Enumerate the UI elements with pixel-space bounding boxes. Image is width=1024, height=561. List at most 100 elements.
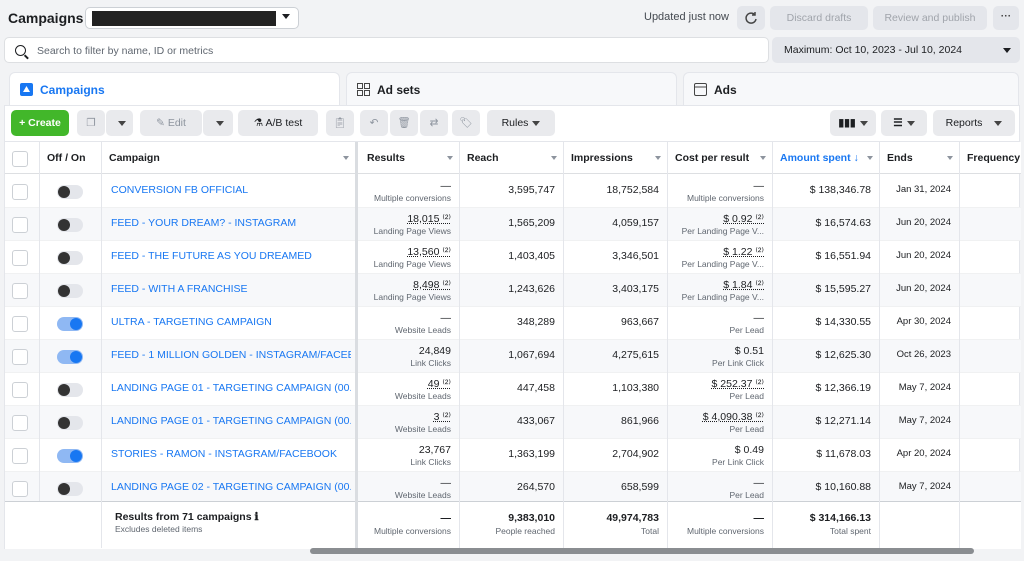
amount-spent-cell: $ 12,366.19 <box>772 373 879 406</box>
table-row[interactable]: LANDING PAGE 01 - TARGETING CAMPAIGN (00… <box>5 406 1021 439</box>
status-toggle[interactable] <box>57 416 83 430</box>
campaign-name-link[interactable]: FEED - YOUR DREAM? - INSTAGRAM <box>111 217 297 229</box>
status-toggle[interactable] <box>57 185 83 199</box>
col-header-impressions[interactable]: Impressions <box>563 142 667 174</box>
status-toggle[interactable] <box>57 350 83 364</box>
select-all-checkbox[interactable] <box>12 151 28 167</box>
delete-button[interactable]: 🗑︎ <box>390 110 418 136</box>
row-checkbox[interactable] <box>12 415 28 431</box>
search-input[interactable]: Search to filter by name, ID or metrics <box>4 37 769 63</box>
col-header-amount-spent[interactable]: Amount spent ↓ <box>772 142 879 174</box>
reports-label: Reports <box>945 117 983 129</box>
col-header-offon[interactable]: Off / On <box>47 152 86 164</box>
table-row[interactable]: LANDING PAGE 02 - TARGETING CAMPAIGN (00… <box>5 472 1021 505</box>
cpr-type: Per Link Click <box>712 358 764 368</box>
create-button[interactable]: + Create <box>11 110 69 136</box>
cpr-value: — <box>753 477 765 489</box>
tag-icon: 🏷︎ <box>459 117 473 129</box>
columns-button[interactable]: ▮▮▮ <box>830 110 876 136</box>
amount-spent-cell: $ 138,346.78 <box>772 175 879 208</box>
table-row[interactable]: STORIES - RAMON - INSTAGRAM/FACEBOOK 23,7… <box>5 439 1021 472</box>
col-header-results[interactable]: Results <box>359 142 459 174</box>
row-checkbox[interactable] <box>12 316 28 332</box>
duplicate-button[interactable]: ❐ <box>77 110 105 136</box>
more-options-button[interactable]: ··· <box>993 6 1019 30</box>
reach-cell: 1,067,694 <box>459 340 563 373</box>
tab-ads[interactable]: Ads <box>683 72 1019 106</box>
edit-button[interactable]: ✎ Edit <box>140 110 202 136</box>
ab-test-button[interactable]: ⚗ A/B test <box>238 110 318 136</box>
ends-value: Jun 20, 2024 <box>896 283 951 294</box>
col-header-campaign[interactable]: Campaign <box>101 142 355 174</box>
row-checkbox[interactable] <box>12 349 28 365</box>
breakdown-button[interactable]: ☰ <box>881 110 927 136</box>
undo-button[interactable]: ↶ <box>360 110 388 136</box>
results-type: Website Leads <box>394 325 451 335</box>
table-row[interactable]: FEED - WITH A FRANCHISE 8,498 ⁽²⁾ Landing … <box>5 274 1021 307</box>
footer-value: — <box>440 512 452 524</box>
refresh-button[interactable] <box>737 6 765 30</box>
discard-drafts-button[interactable]: Discard drafts <box>770 6 868 30</box>
col-header-cost-per-result[interactable]: Cost per result <box>667 142 772 174</box>
row-checkbox[interactable] <box>12 217 28 233</box>
amount-spent-cell: $ 16,551.94 <box>772 241 879 274</box>
preview-button[interactable]: ⇄ <box>420 110 448 136</box>
campaign-name-link[interactable]: FEED - 1 MILLION GOLDEN - INSTAGRAM/FACE… <box>111 349 351 361</box>
campaign-name-link[interactable]: LANDING PAGE 01 - TARGETING CAMPAIGN (00… <box>111 382 351 394</box>
results-type: Link Clicks <box>410 457 451 467</box>
duplicate-menu-button[interactable] <box>106 110 133 136</box>
table-row[interactable]: FEED - THE FUTURE AS YOU DREAMED 13,560 ⁽… <box>5 241 1021 274</box>
account-selector[interactable] <box>85 7 299 29</box>
table-row[interactable]: FEED - 1 MILLION GOLDEN - INSTAGRAM/FACE… <box>5 340 1021 373</box>
col-label: Reach <box>467 152 499 164</box>
col-header-frequency[interactable]: Frequency <box>967 152 1021 164</box>
row-checkbox[interactable] <box>12 184 28 200</box>
table-row[interactable]: CONVERSION FB OFFICIAL — Multiple conversi… <box>5 175 1021 208</box>
tab-ad-sets[interactable]: Ad sets <box>346 72 677 106</box>
col-header-ends[interactable]: Ends <box>879 142 959 174</box>
tab-campaigns[interactable]: Campaigns <box>9 72 340 106</box>
chevron-down-icon <box>117 120 126 126</box>
amount-spent-cell: $ 11,678.03 <box>772 439 879 472</box>
clipboard-button[interactable]: 📋︎ <box>326 110 354 136</box>
tag-button[interactable]: 🏷︎ <box>452 110 480 136</box>
cpr-value: $ 1.84 ⁽²⁾ <box>723 279 764 291</box>
reports-button[interactable]: Reports <box>933 110 1015 136</box>
cpr-type: Per Landing Page V... <box>681 259 764 269</box>
horizontal-scrollbar[interactable] <box>310 548 974 554</box>
table-row[interactable]: ULTRA - TARGETING CAMPAIGN — Website Leads… <box>5 307 1021 340</box>
row-checkbox[interactable] <box>12 448 28 464</box>
campaign-name-link[interactable]: FEED - WITH A FRANCHISE <box>111 283 248 295</box>
table-row[interactable]: LANDING PAGE 01 - TARGETING CAMPAIGN (00… <box>5 373 1021 406</box>
campaign-name-link[interactable]: ULTRA - TARGETING CAMPAIGN <box>111 316 272 328</box>
status-toggle[interactable] <box>57 383 83 397</box>
results-cell: 8,498 ⁽²⁾ Landing Page Views <box>359 274 459 307</box>
edit-menu-button[interactable] <box>203 110 233 136</box>
status-toggle[interactable] <box>57 284 83 298</box>
row-checkbox[interactable] <box>12 250 28 266</box>
status-toggle[interactable] <box>57 317 83 331</box>
col-header-reach[interactable]: Reach <box>459 142 563 174</box>
row-checkbox[interactable] <box>12 283 28 299</box>
divider <box>563 142 564 548</box>
table-row[interactable]: FEED - YOUR DREAM? - INSTAGRAM 18,015 ⁽²⁾… <box>5 208 1021 241</box>
cost-per-result-cell: — Per Lead <box>667 472 772 505</box>
campaign-name-link[interactable]: FEED - THE FUTURE AS YOU DREAMED <box>111 250 312 262</box>
row-checkbox[interactable] <box>12 481 28 497</box>
row-checkbox[interactable] <box>12 382 28 398</box>
date-range-picker[interactable]: Maximum: Oct 10, 2023 - Jul 10, 2024 <box>772 37 1020 63</box>
footer-cost-per-result: — Multiple conversions <box>667 502 772 536</box>
status-toggle[interactable] <box>57 218 83 232</box>
campaign-name-link[interactable]: STORIES - RAMON - INSTAGRAM/FACEBOOK <box>111 448 337 460</box>
review-publish-button[interactable]: Review and publish <box>873 6 987 30</box>
campaign-name-link[interactable]: LANDING PAGE 02 - TARGETING CAMPAIGN (00… <box>111 481 351 493</box>
status-toggle[interactable] <box>57 482 83 496</box>
status-toggle[interactable] <box>57 449 83 463</box>
campaign-name-link[interactable]: LANDING PAGE 01 - TARGETING CAMPAIGN (00… <box>111 415 351 427</box>
chevron-down-icon <box>282 14 290 19</box>
rules-button[interactable]: Rules <box>487 110 555 136</box>
divider <box>959 142 960 548</box>
campaign-name-link[interactable]: CONVERSION FB OFFICIAL <box>111 184 249 196</box>
cpr-value: $ 1.22 ⁽²⁾ <box>723 246 764 258</box>
status-toggle[interactable] <box>57 251 83 265</box>
